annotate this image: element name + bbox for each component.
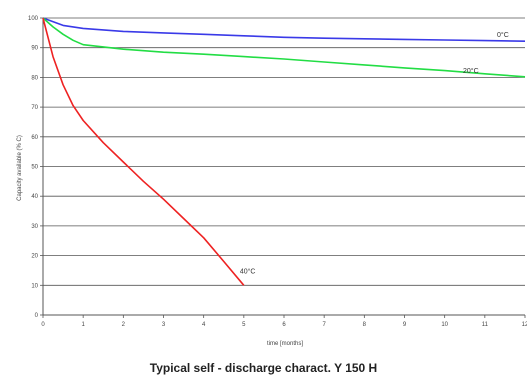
x-tick-label-12: 12 [522, 322, 527, 328]
x-tick-label-9: 9 [403, 322, 407, 328]
y-tick-label-80: 80 [31, 75, 38, 81]
series-lines [42, 17, 526, 286]
series-label-0: 0°C [497, 31, 509, 39]
series-line-2 [42, 17, 245, 286]
x-tick-label-10: 10 [441, 322, 448, 328]
y-tick-label-10: 10 [31, 283, 38, 289]
y-tick-label-70: 70 [31, 105, 38, 111]
x-tick-label-5: 5 [242, 322, 246, 328]
x-tick-label-6: 6 [282, 322, 286, 328]
y-axis-title: Capacity available (% C) [17, 135, 23, 201]
x-tick-label-4: 4 [202, 322, 206, 328]
x-tick-label-7: 7 [322, 322, 326, 328]
y-tick-label-40: 40 [31, 194, 38, 200]
x-tick-label-11: 11 [482, 322, 489, 328]
y-tick-label-0: 0 [35, 313, 39, 319]
y-tick-label-30: 30 [31, 224, 38, 230]
y-tick-label-20: 20 [31, 254, 38, 260]
y-tick-label-60: 60 [31, 135, 38, 141]
y-tick-label-90: 90 [31, 46, 38, 52]
y-tick-label-50: 50 [31, 165, 38, 171]
grid-lines [43, 17, 525, 286]
x-tick-label-3: 3 [162, 322, 166, 328]
x-axis-title: time [months] [267, 341, 303, 347]
series-line-0 [42, 17, 526, 42]
chart-title: Typical self - discharge charact. Y 150 … [149, 361, 378, 375]
series-line-1 [42, 17, 526, 78]
series-labels: 0°C 20°C 40°C [240, 31, 509, 275]
x-tick-label-8: 8 [363, 322, 367, 328]
series-label-1: 20°C [463, 67, 479, 75]
x-tick-label-2: 2 [122, 322, 126, 328]
y-tick-label-100: 100 [28, 16, 39, 22]
series-label-2: 40°C [240, 267, 256, 275]
x-tick-label-1: 1 [81, 322, 85, 328]
x-tick-label-0: 0 [41, 322, 45, 328]
